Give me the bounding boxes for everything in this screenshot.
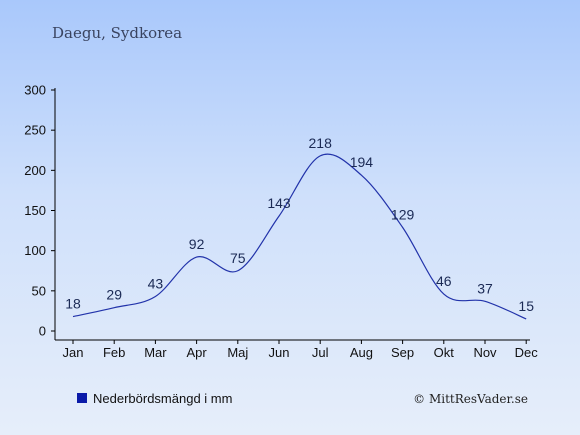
data-label: 194 [350, 154, 374, 170]
x-tick-label: Jan [63, 345, 84, 360]
x-tick-label: Sep [391, 345, 414, 360]
data-label: 218 [309, 135, 333, 151]
data-label: 18 [65, 296, 81, 312]
x-tick-label: Dec [515, 345, 539, 360]
y-tick-label: 300 [24, 83, 46, 98]
x-tick-label: Jun [269, 345, 290, 360]
x-tick-label: Jul [312, 345, 329, 360]
axes [51, 88, 530, 344]
data-label: 43 [148, 275, 164, 291]
y-tick-label: 0 [39, 324, 46, 339]
x-tick-label: Nov [473, 345, 497, 360]
x-tick-label: Okt [434, 345, 455, 360]
data-label: 46 [436, 273, 452, 289]
legend-label: Nederbördsmängd i mm [93, 391, 232, 406]
x-tick-label: Feb [103, 345, 125, 360]
y-tick-label: 150 [24, 203, 46, 218]
data-label: 37 [477, 280, 493, 296]
data-label: 129 [391, 206, 415, 222]
data-label: 29 [106, 287, 122, 303]
x-tick-label: Maj [227, 345, 248, 360]
data-labels: 18 29 43 92 75 143 218 194 129 46 37 15 [65, 135, 534, 314]
data-label: 143 [267, 195, 291, 211]
y-tick-label: 100 [24, 243, 46, 258]
y-tick-label: 200 [24, 163, 46, 178]
data-label: 15 [518, 298, 534, 314]
series-line-precipitation [72, 153, 527, 320]
x-tick-labels: Jan Feb Mar Apr Maj Jun Jul Aug Sep Okt Nov Dec [63, 345, 539, 360]
x-tick-label: Apr [186, 345, 207, 360]
credit-text: © MittResVader.se [413, 392, 528, 406]
data-label: 92 [189, 236, 205, 252]
y-tick-labels: 0 50 100 150 200 250 300 [24, 83, 46, 339]
x-tick-label: Aug [350, 345, 373, 360]
y-tick-label: 50 [32, 283, 46, 298]
data-label: 75 [230, 250, 246, 266]
y-tick-label: 250 [24, 123, 46, 138]
x-tick-label: Mar [144, 345, 167, 360]
legend-swatch [77, 393, 87, 403]
chart-title: Daegu, Sydkorea [52, 24, 182, 42]
